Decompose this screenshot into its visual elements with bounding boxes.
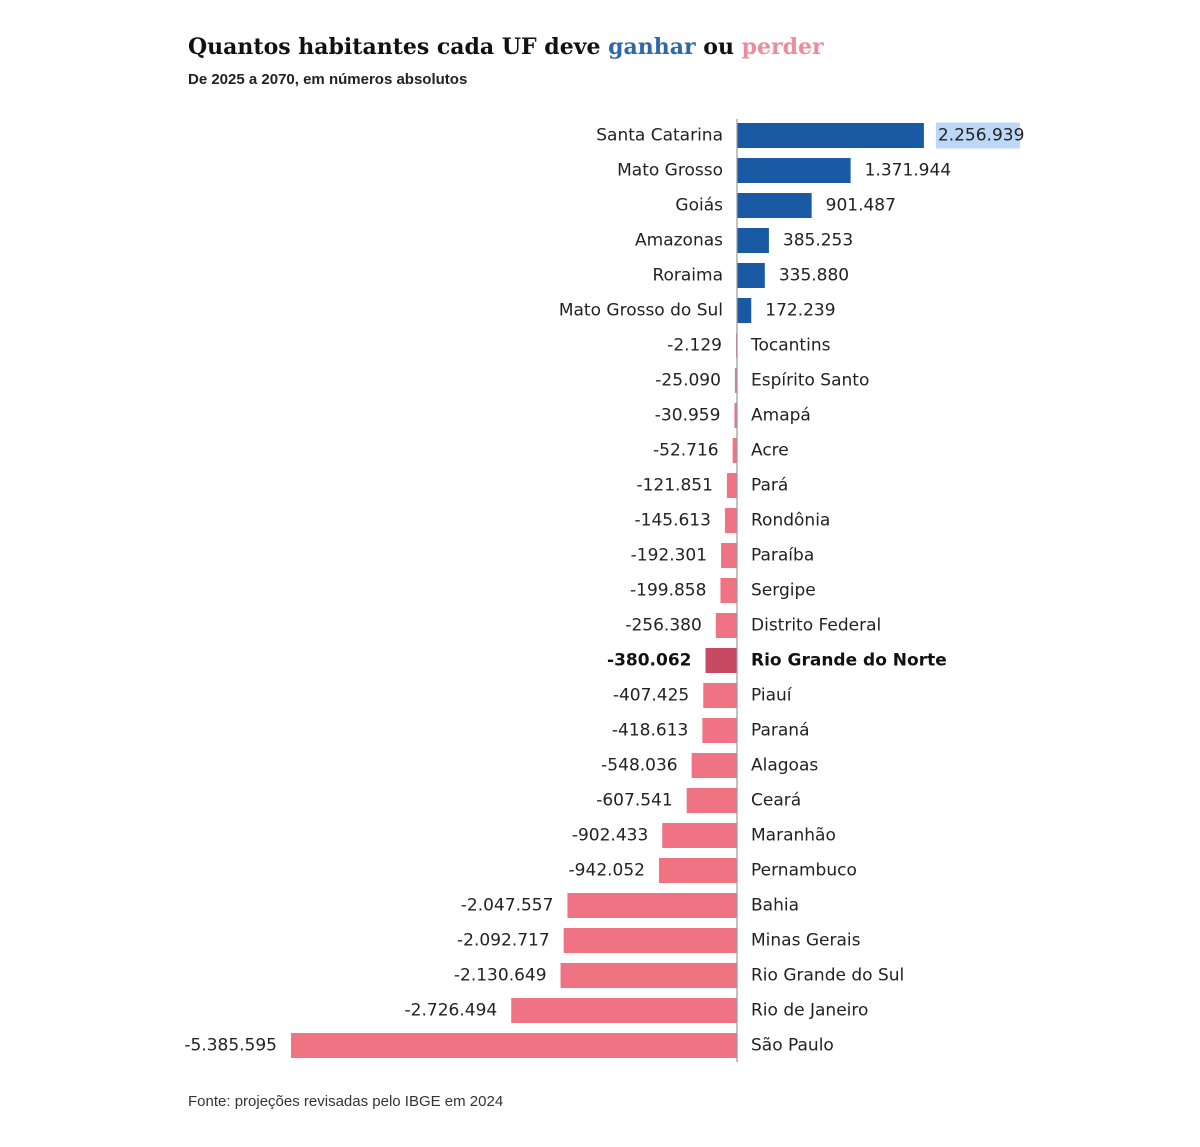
value-label: -192.301 [631,546,707,566]
bar [563,928,737,953]
bar [291,1033,737,1058]
bar [721,543,737,568]
value-label: 901.487 [826,196,896,216]
value-label: -30.959 [655,406,721,426]
value-label: -2.726.494 [405,1001,498,1021]
bar [737,158,851,183]
category-label: Rondônia [751,511,830,531]
title-prefix: Quantos habitantes cada UF deve [188,34,601,60]
value-label: 2.256.939 [938,126,1025,146]
bar [724,508,737,533]
value-label: -121.851 [636,476,712,496]
title-gain-word: ganhar [608,34,696,60]
bar [567,893,737,918]
category-label: Amazonas [635,231,723,251]
category-label: Maranhão [751,826,836,846]
value-label: -25.090 [655,371,721,391]
value-label: -2.129 [667,336,722,356]
category-label: Piauí [751,686,793,706]
title-mid-word: ou [703,34,734,60]
bar [662,823,737,848]
value-label: -256.380 [625,616,701,636]
bar [734,368,737,393]
chart-title: Quantos habitantes cada UF deve ganhar o… [188,34,824,60]
category-label: Mato Grosso do Sul [559,301,723,321]
bar [658,858,737,883]
bar [734,403,737,428]
category-label: Roraima [652,266,723,286]
value-label: 385.253 [783,231,853,251]
category-label: Amapá [751,406,811,426]
value-label: -418.613 [612,721,688,741]
category-label: Mato Grosso [617,161,723,181]
value-label: -607.541 [596,791,672,811]
value-label: -942.052 [569,861,645,881]
category-label: Distrito Federal [751,616,881,636]
bar [737,263,765,288]
category-label: Pará [751,476,788,496]
category-label: Acre [751,441,789,461]
value-label: -145.613 [635,511,711,531]
value-label: -902.433 [572,826,648,846]
value-label: -2.047.557 [461,896,554,916]
value-label: -5.385.595 [184,1036,277,1056]
category-label: Bahia [751,896,799,916]
value-label: -380.062 [607,651,692,671]
category-label: Tocantins [750,336,831,356]
bar [720,578,737,603]
category-label: Paraíba [751,546,814,566]
bar [560,963,737,988]
bar [737,298,752,323]
bar [715,613,737,638]
value-label: 172.239 [765,301,835,321]
bar [737,193,812,218]
bar [705,648,737,673]
title-loss-word: perder [741,34,824,60]
bar [511,998,737,1023]
value-label: -2.130.649 [454,966,547,986]
value-label: 1.371.944 [865,161,952,181]
value-label: 335.880 [779,266,849,286]
category-label: Goiás [675,196,723,216]
source-note: Fonte: projeções revisadas pelo IBGE em … [188,1093,504,1110]
category-label: Espírito Santo [751,371,869,391]
category-label: Rio Grande do Sul [751,966,904,986]
category-label: São Paulo [751,1036,834,1056]
category-label: Minas Gerais [751,931,861,951]
value-label: -407.425 [613,686,689,706]
chart-subtitle: De 2025 a 2070, em números absolutos [188,71,468,88]
category-label: Sergipe [751,581,816,601]
bar [702,718,737,743]
category-label: Alagoas [751,756,818,776]
value-label: -52.716 [653,441,719,461]
bar [737,123,924,148]
category-label: Paraná [751,721,810,741]
category-label: Santa Catarina [596,126,723,146]
category-label: Rio de Janeiro [751,1001,868,1021]
category-label: Rio Grande do Norte [751,651,947,671]
category-label: Pernambuco [751,861,857,881]
bar [703,683,737,708]
bar [686,788,737,813]
value-label: -2.092.717 [457,931,550,951]
category-label: Ceará [751,791,801,811]
value-label-highlight [935,122,1020,149]
bar [726,473,737,498]
bar [732,438,737,463]
value-label: -548.036 [601,756,677,776]
bar [691,753,737,778]
value-label: -199.858 [630,581,706,601]
bar [737,228,769,253]
